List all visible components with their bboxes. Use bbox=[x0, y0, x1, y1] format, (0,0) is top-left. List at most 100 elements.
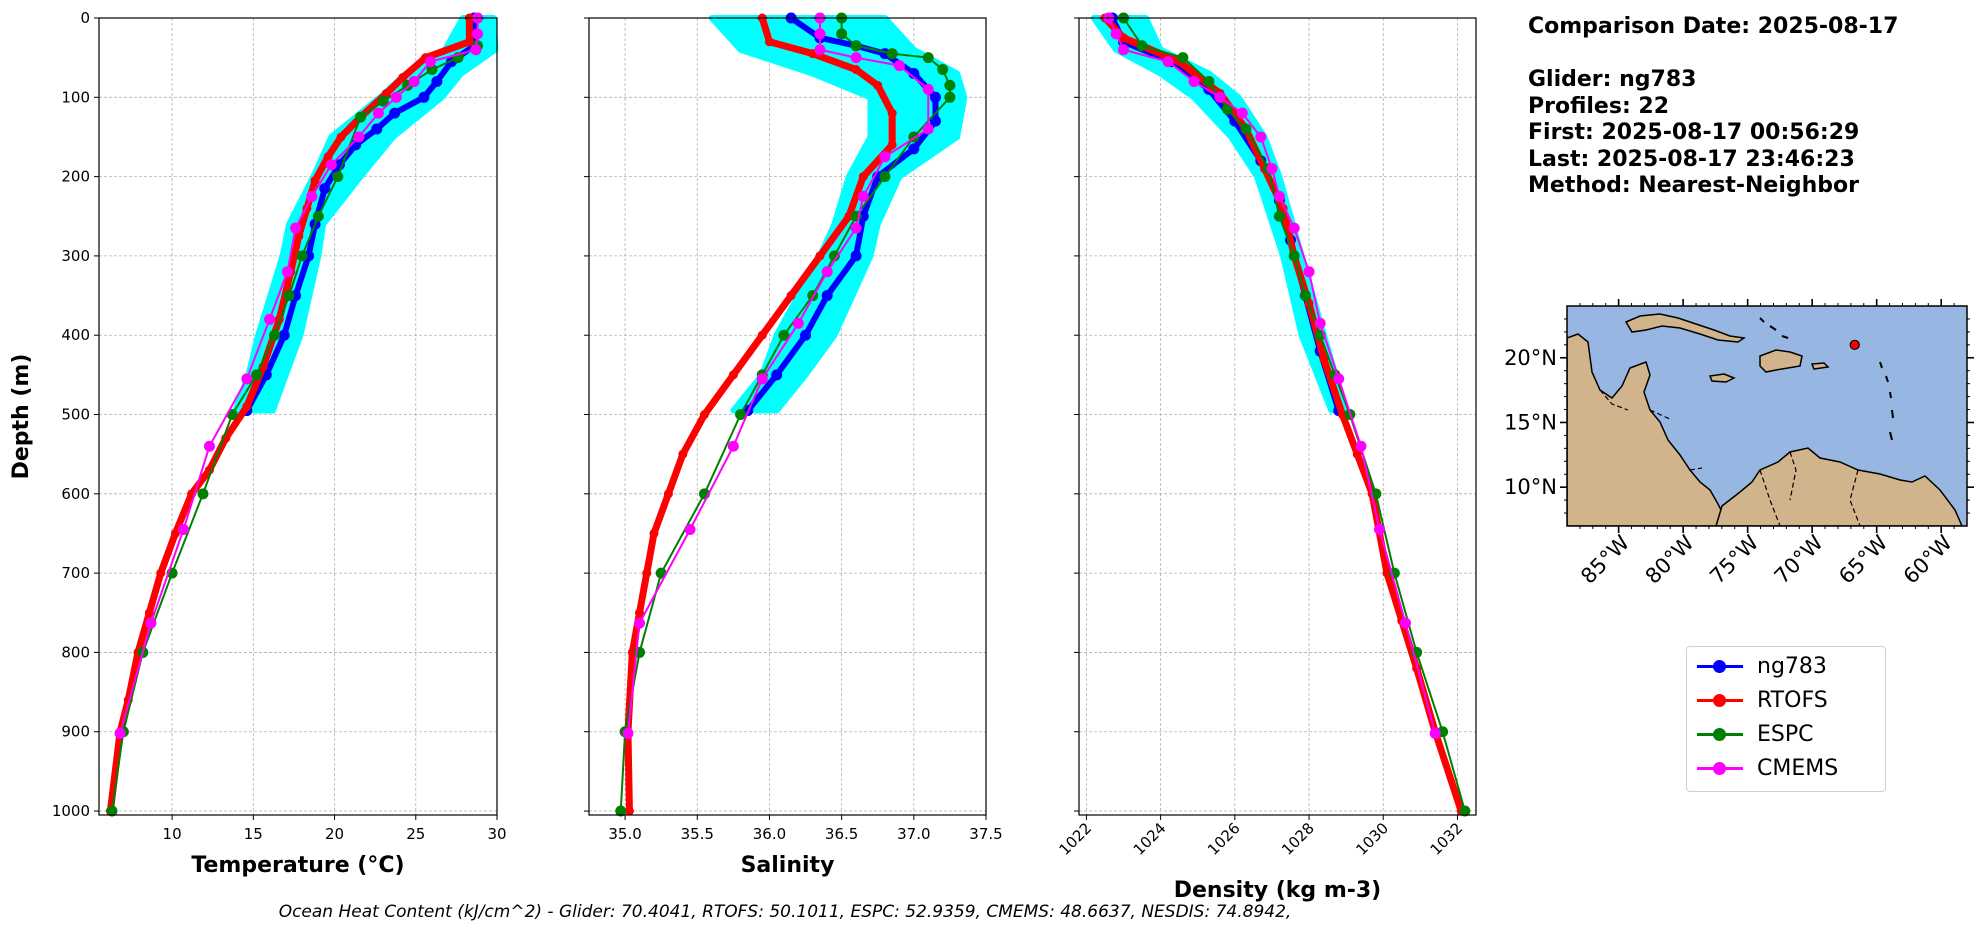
legend-item-rtofs: RTOFS bbox=[1695, 685, 1828, 715]
legend-label: ng783 bbox=[1757, 653, 1827, 679]
x-tick-label: 37.5 bbox=[969, 825, 1002, 843]
data-point-cmems bbox=[727, 440, 739, 452]
comparison-date: Comparison Date: 2025-08-17 bbox=[1528, 14, 1899, 39]
data-point-cmems bbox=[1374, 524, 1386, 536]
data-point-rtofs bbox=[1319, 354, 1329, 364]
x-tick-label: 25 bbox=[406, 825, 425, 843]
data-point-cmems bbox=[472, 28, 484, 40]
data-point-cmems bbox=[1118, 44, 1130, 56]
puerto-rico-land bbox=[1810, 362, 1830, 370]
jamaica-land bbox=[1708, 373, 1736, 383]
y-axis-label: Depth (m) bbox=[9, 354, 34, 480]
data-point-espc bbox=[1273, 210, 1285, 222]
data-point-ng783 bbox=[371, 123, 383, 135]
data-point-cmems bbox=[353, 131, 365, 143]
data-point-rtofs bbox=[464, 37, 474, 47]
y-tick-label: 1000 bbox=[52, 802, 90, 820]
data-point-cmems bbox=[756, 373, 768, 385]
data-point-espc bbox=[106, 805, 118, 817]
data-point-cmems bbox=[114, 727, 126, 739]
data-point-rtofs bbox=[242, 402, 252, 412]
map-lon-label: 70°W bbox=[1770, 530, 1828, 588]
data-point-espc bbox=[377, 95, 389, 107]
south-america-land bbox=[1715, 447, 1963, 526]
data-point-ng783 bbox=[850, 250, 862, 262]
map-lon-label: 60°W bbox=[1899, 530, 1957, 588]
data-point-cmems bbox=[1273, 190, 1285, 202]
glider-location-marker bbox=[1849, 339, 1860, 350]
data-point-ng783 bbox=[319, 183, 331, 195]
country-borders bbox=[1599, 389, 1861, 526]
data-point-cmems bbox=[893, 60, 905, 72]
data-point-espc bbox=[944, 79, 956, 91]
data-point-espc bbox=[615, 805, 627, 817]
data-point-cmems bbox=[684, 524, 696, 536]
data-point-cmems bbox=[857, 190, 869, 202]
data-point-espc bbox=[1203, 75, 1215, 87]
y-tick-label: 0 bbox=[80, 9, 90, 27]
data-point-cmems bbox=[145, 617, 157, 629]
data-point-espc bbox=[1288, 250, 1300, 262]
x-tick-label: 15 bbox=[244, 825, 263, 843]
data-point-cmems bbox=[306, 190, 318, 202]
data-point-espc bbox=[836, 28, 848, 40]
data-point-cmems bbox=[1162, 56, 1174, 68]
data-point-ng783 bbox=[821, 290, 833, 302]
panel-salinity: 35.0 35.5 36.0 36.5 37.0 37.5 Salinity bbox=[584, 12, 1003, 878]
glider-profile-envelope bbox=[1090, 15, 1350, 414]
data-point-cmems bbox=[850, 52, 862, 64]
data-point-espc bbox=[296, 250, 308, 262]
data-point-rtofs bbox=[294, 231, 304, 241]
data-point-espc bbox=[1136, 40, 1148, 52]
data-point-cmems bbox=[1314, 317, 1326, 329]
x-axis-label: Density (kg m-3) bbox=[1174, 878, 1382, 903]
data-point-rtofs bbox=[398, 72, 408, 82]
legend-label: RTOFS bbox=[1757, 687, 1828, 713]
profile-count: Profiles: 22 bbox=[1528, 93, 1670, 119]
data-point-ng783 bbox=[389, 107, 401, 119]
data-point-espc bbox=[1459, 805, 1471, 817]
x-tick-label: 10 bbox=[163, 825, 182, 843]
data-point-cmems bbox=[622, 727, 634, 739]
data-point-rtofs bbox=[382, 88, 392, 98]
data-point-cmems bbox=[264, 313, 276, 325]
x-tick-label: 30 bbox=[487, 825, 506, 843]
legend-label: ESPC bbox=[1757, 721, 1814, 747]
glider-profile-envelope bbox=[708, 15, 968, 414]
x-tick-label: 1032 bbox=[1427, 819, 1467, 859]
y-tick-label: 800 bbox=[61, 643, 90, 661]
map-lat-label: 10°N bbox=[1504, 475, 1557, 499]
data-point-cmems bbox=[814, 44, 826, 56]
data-point-rtofs bbox=[310, 176, 320, 186]
data-point-cmems bbox=[1355, 440, 1367, 452]
data-point-rtofs bbox=[757, 330, 767, 340]
x-tick-label: 35.5 bbox=[681, 825, 714, 843]
data-point-espc bbox=[1221, 103, 1233, 115]
x-tick-label: 37.0 bbox=[897, 825, 930, 843]
data-point-rtofs bbox=[624, 806, 634, 816]
x-axis-label: Salinity bbox=[741, 853, 835, 878]
legend-label: CMEMS bbox=[1757, 755, 1839, 781]
data-point-ng783 bbox=[278, 329, 290, 341]
location-map: 20°N 15°N 10°N 85°W 80°W 75°W 70°W 65°W 60°W bbox=[1504, 299, 1974, 589]
data-point-rtofs bbox=[887, 108, 897, 118]
data-point-espc bbox=[1240, 123, 1252, 135]
data-point-cmems bbox=[424, 56, 436, 68]
last-time: Last: 2025-08-17 23:46:23 bbox=[1528, 146, 1855, 172]
data-point-cmems bbox=[1288, 222, 1300, 234]
data-point-cmems bbox=[1400, 617, 1412, 629]
data-point-ng783 bbox=[431, 75, 443, 87]
data-point-cmems bbox=[879, 151, 891, 163]
data-point-espc bbox=[332, 171, 344, 183]
legend-item-ng783: ng783 bbox=[1695, 651, 1827, 681]
series-line-cmems bbox=[119, 17, 479, 735]
x-tick-label: 1024 bbox=[1130, 819, 1170, 859]
data-point-ng783 bbox=[929, 115, 941, 127]
y-tick-label: 700 bbox=[61, 564, 90, 582]
data-point-rtofs bbox=[815, 251, 825, 261]
map-lon-label: 85°W bbox=[1576, 530, 1634, 588]
panel-temperature: 0 100 200 300 400 500 600 700 800 900 1000 10 15 20 25… bbox=[9, 9, 507, 878]
data-point-rtofs bbox=[1382, 568, 1392, 578]
series-line-rtofs bbox=[1101, 14, 1465, 815]
data-point-espc bbox=[1177, 52, 1189, 64]
